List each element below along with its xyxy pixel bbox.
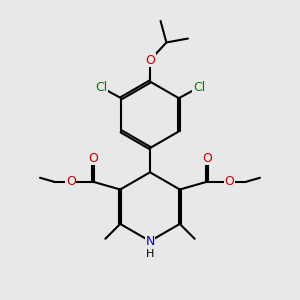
Text: O: O	[224, 175, 234, 188]
Text: O: O	[202, 152, 212, 165]
Text: Cl: Cl	[193, 81, 205, 94]
Text: N: N	[145, 235, 155, 248]
Text: H: H	[146, 249, 154, 259]
Text: O: O	[66, 175, 76, 188]
Text: Cl: Cl	[95, 81, 107, 94]
Text: O: O	[145, 54, 155, 67]
Text: O: O	[88, 152, 98, 165]
